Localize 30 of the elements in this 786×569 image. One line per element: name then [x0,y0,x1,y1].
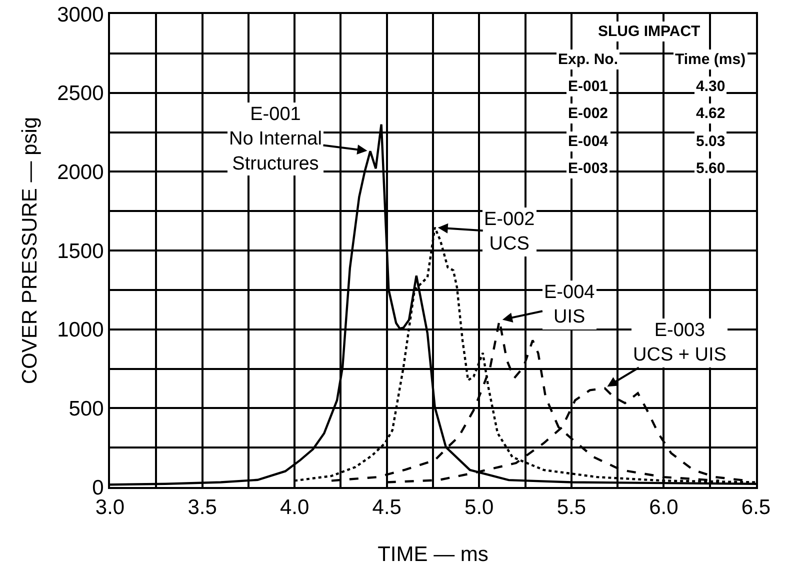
x-tick-label: 5.0 [464,496,494,520]
annotation: Exp. No. [558,51,618,68]
annotation: Time (ms) [675,51,746,68]
annotation: E-001 [568,78,608,95]
annotation: E-004 [568,133,609,150]
y-tick-label: 1000 [57,318,104,342]
annotation: 5.60 [696,160,726,177]
x-tick-label: 4.5 [372,496,402,520]
y-tick-label: 500 [68,398,104,421]
y-tick-label: 2000 [57,161,104,184]
y-axis-title: COVER PRESSURE — psig [18,116,42,384]
annotation: E-003 [568,160,608,177]
annotation: E-003 UCS + UIS [633,320,726,366]
annotation: 4.30 [696,78,726,95]
y-tick-label: 1500 [57,240,104,263]
y-tick-label: 2500 [57,82,104,106]
x-tick-label: 4.0 [280,496,310,520]
x-tick-label: 6.5 [741,496,771,520]
y-tick-label: 3000 [57,3,104,26]
x-tick-label: 5.5 [556,496,586,520]
annotation: E-004 UIS [544,282,596,328]
annotation: 5.03 [696,133,726,150]
annotation: 4.62 [696,105,726,122]
x-tick-label: 3.5 [188,496,217,520]
x-tick-label: 6.0 [649,496,678,520]
x-axis-title: TIME — ms [378,543,488,566]
annotation: E-002 UCS [484,209,535,255]
annotation: E-002 [568,105,608,122]
annotation: E-001 No Internal Structures [229,104,322,174]
annotation: SLUG IMPACT [598,23,700,40]
